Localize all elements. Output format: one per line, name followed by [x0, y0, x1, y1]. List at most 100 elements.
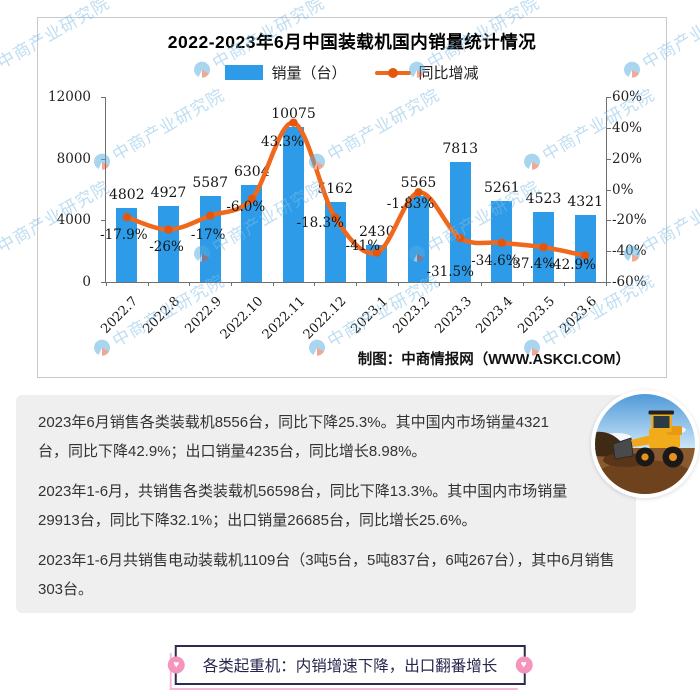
x-tick — [147, 282, 149, 286]
right-axis-label: 60% — [612, 89, 643, 105]
line-marker-icon — [387, 67, 398, 78]
x-axis-label: 2022.8 — [140, 294, 184, 337]
bar-value-label: 4802 — [108, 187, 145, 203]
x-axis-label: 2023.6 — [557, 294, 600, 337]
x-tick — [189, 282, 191, 286]
x-axis-label: 2022.12 — [301, 294, 350, 343]
x-tick — [606, 282, 607, 286]
right-y-tick — [606, 158, 611, 160]
line-series-swatch — [374, 67, 411, 78]
left-y-axis: 12000 8000 4000 0 — [38, 89, 98, 290]
line-marker — [372, 248, 381, 257]
line-marker — [247, 194, 256, 203]
x-axis-label: 2023.3 — [432, 294, 475, 337]
bar-value-label: 5261 — [483, 179, 520, 196]
right-y-tick — [606, 189, 611, 191]
bar-2022.10 — [241, 184, 263, 282]
yoy-point-label: -17% — [190, 226, 226, 243]
yoy-point-label: -42.9% — [548, 256, 596, 273]
loader-illustration — [595, 394, 695, 494]
plot-area: 4802 4927 5587 6304 10075 5162 2430 5565 7813 526… — [100, 97, 611, 286]
bar-value-label: 4321 — [567, 194, 604, 211]
line-marker — [206, 211, 215, 220]
heart-ornament-icon: ♥ — [515, 656, 533, 674]
line-marker — [414, 188, 423, 197]
x-tick — [106, 282, 107, 286]
right-axis-label: 0% — [612, 181, 634, 198]
info-paragraph-2: 2023年1-6月，共销售各类装载机56598台，同比下降13.3%。其中国内市… — [38, 483, 568, 529]
x-axis-label: 2023.4 — [473, 294, 517, 337]
yoy-point-label: -34.6% — [471, 252, 519, 269]
legend-label-sales: 销量（台） — [271, 65, 347, 82]
x-axis-label: 2022.11 — [259, 294, 309, 343]
right-axis-label: -40% — [612, 243, 647, 260]
right-y-tick — [606, 127, 611, 129]
yoy-point-label: -31.5% — [426, 264, 474, 281]
yoy-point-label: -41% — [345, 237, 381, 254]
bar-series-swatch — [225, 65, 264, 80]
info-paragraph-3: 2023年1-6月共销售电动装载机1109台（3吨5台，5吨837台，6吨267… — [38, 552, 615, 598]
x-tick — [439, 282, 441, 286]
chart-source-credit: 制图：中商情报网（WWW.ASKCI.COM） — [357, 352, 630, 368]
x-tick — [272, 282, 274, 286]
bar-value-label: 4927 — [150, 185, 187, 201]
yoy-point-label: -37.4% — [507, 256, 556, 273]
left-axis-label: 0 — [82, 274, 91, 290]
bar-value-label: 5565 — [400, 175, 437, 192]
legend-item-yoy: 同比增减 — [374, 62, 479, 83]
bar-2023.3 — [449, 161, 471, 282]
line-marker — [289, 118, 298, 127]
bar-2022.11 — [283, 126, 304, 282]
chart-title: 2022-2023年6月中国装载机国内销量统计情况 — [167, 32, 537, 52]
x-tick — [356, 282, 357, 286]
bar-value-label: 7813 — [442, 140, 479, 157]
left-y-tick — [101, 97, 106, 98]
x-axis-label: 2022.10 — [217, 294, 267, 343]
yoy-point-label: -1.83% — [386, 196, 435, 213]
chart-card: 2022-2023年6月中国装载机国内销量统计情况 销量（台） 同比增减 120… — [37, 17, 667, 378]
x-tick — [522, 282, 524, 286]
x-axis-label: 2023.5 — [515, 294, 559, 337]
right-y-tick — [606, 97, 611, 98]
bottom-banner: ♥ 各类起重机：内销增速下降，出口翻番增长 ♥ — [167, 645, 533, 690]
info-panel: 2023年6月销售各类装载机8556台，同比下降25.3%。其中国内市场销量43… — [16, 395, 636, 613]
yoy-line-chart — [122, 118, 590, 260]
line-marker — [497, 238, 506, 247]
left-y-tick — [101, 220, 106, 222]
line-marker — [456, 233, 465, 243]
right-y-tick — [606, 282, 611, 283]
x-tick — [564, 282, 566, 286]
yoy-point-label: 43.3% — [261, 133, 304, 150]
heart-ornament-icon: ♥ — [167, 656, 185, 674]
left-axis-label: 8000 — [56, 150, 91, 167]
line-marker — [539, 243, 548, 252]
x-tick — [231, 282, 232, 286]
left-axis-label: 12000 — [48, 89, 91, 105]
x-axis-label: 2023.2 — [390, 294, 434, 337]
banner-text: 各类起重机：内销增速下降，出口翻番增长 — [202, 658, 498, 675]
x-tick — [314, 282, 316, 286]
right-axis-label: 40% — [612, 119, 643, 136]
bar-value-label: 10075 — [271, 105, 316, 122]
bar-2022.8 — [158, 206, 179, 282]
right-axis-label: -60% — [612, 274, 647, 290]
bar-value-label: 6304 — [233, 163, 270, 180]
loader-photo — [591, 390, 699, 498]
legend-item-sales: 销量（台） — [225, 62, 347, 83]
right-y-tick — [606, 251, 611, 253]
right-axis-label: 20% — [612, 150, 643, 167]
bar-value-label: 2430 — [358, 223, 395, 240]
x-axis-label: 2023.1 — [348, 294, 392, 337]
legend-label-yoy: 同比增减 — [418, 65, 479, 82]
right-y-axis: 60% 40% 20% 0% -20% -40% -60% — [612, 89, 666, 290]
bar-2023.6 — [574, 215, 596, 282]
left-axis-label: 4000 — [56, 212, 91, 229]
bar-value-label: 4523 — [525, 191, 562, 208]
x-tick — [481, 282, 482, 286]
line-marker — [581, 251, 590, 260]
bar-2022.7 — [116, 208, 138, 282]
info-paragraph-1: 2023年6月销售各类装载机8556台，同比下降25.3%。其中国内市场销量43… — [38, 414, 549, 460]
right-axis-label: -20% — [612, 212, 647, 229]
yoy-point-label: -18.3% — [296, 214, 344, 231]
